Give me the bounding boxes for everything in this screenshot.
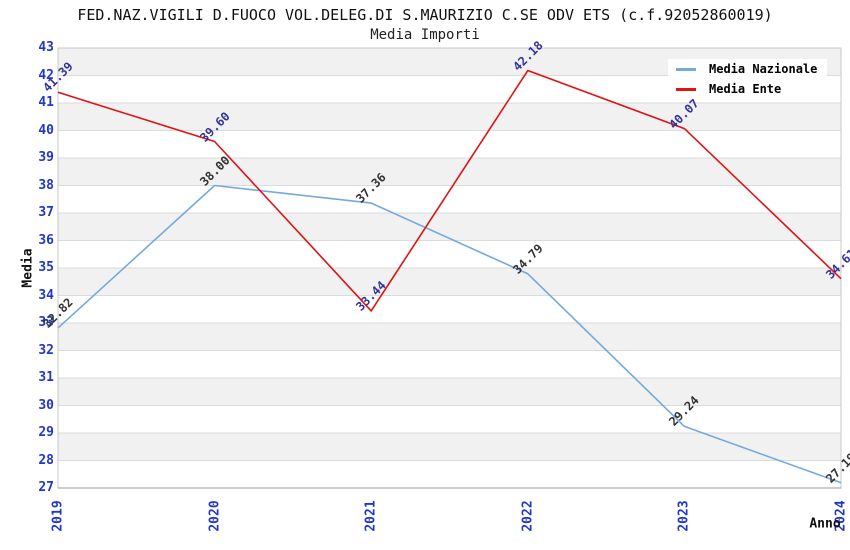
plot-band (58, 433, 841, 461)
legend-item-media-ente: Media Ente (668, 79, 792, 99)
y-tick-label: 42 (38, 67, 54, 83)
y-axis-title: Media (20, 248, 36, 288)
x-axis-title: Anno (809, 516, 841, 532)
plot-band (58, 295, 841, 323)
series-line-media-nazionale (57, 184, 842, 484)
legend-label-media-nazionale: Media Nazionale (709, 62, 818, 76)
plot-band (58, 323, 841, 351)
plot-band (58, 350, 841, 378)
plot-band (58, 268, 841, 296)
y-tick-label: 30 (38, 397, 54, 413)
plot-band (58, 405, 841, 433)
media-nazionale-line-swatch-icon (676, 67, 696, 71)
y-tick-label: 37 (38, 205, 54, 220)
y-tick-label: 33 (38, 315, 54, 330)
plot-band (58, 460, 841, 488)
y-tick-label: 35 (38, 260, 54, 275)
legend-item-media-nazionale: Media Nazionale (668, 59, 828, 79)
plot-band (58, 378, 841, 406)
y-tick-label: 36 (38, 232, 54, 248)
media-ente-line-swatch-icon (676, 87, 696, 91)
y-tick-label: 38 (38, 177, 54, 193)
chart-subtitle: Media Importi (370, 27, 480, 43)
y-tick-label: 27 (38, 480, 54, 495)
plot-band (58, 240, 841, 268)
series-line-media-ente (57, 69, 842, 312)
x-tick-label: 2019 (50, 500, 66, 532)
legend-label-media-ente: Media Ente (709, 82, 782, 96)
x-tick-label: 2022 (520, 500, 536, 532)
x-tick-label: 2021 (363, 500, 379, 532)
y-tick-label: 43 (38, 40, 54, 55)
y-tick-label: 32 (38, 342, 54, 358)
plot-band (58, 213, 841, 241)
plot-band (58, 130, 841, 158)
y-tick-label: 41 (38, 95, 54, 110)
y-tick-label: 31 (38, 370, 54, 385)
x-tick-label: 2023 (676, 500, 692, 532)
plot-band (58, 158, 841, 186)
y-tick-label: 39 (38, 150, 54, 165)
y-tick-label: 34 (38, 287, 54, 303)
y-tick-label: 29 (38, 425, 54, 440)
chart-title: FED.NAZ.VIGILI D.FUOCO VOL.DELEG.DI S.MA… (77, 6, 773, 24)
x-tick-label: 2020 (207, 500, 223, 532)
legend: Media Nazionale Media Ente (668, 59, 828, 99)
y-tick-label: 28 (38, 452, 54, 468)
y-tick-label: 40 (38, 122, 54, 138)
plot-band (58, 103, 841, 131)
